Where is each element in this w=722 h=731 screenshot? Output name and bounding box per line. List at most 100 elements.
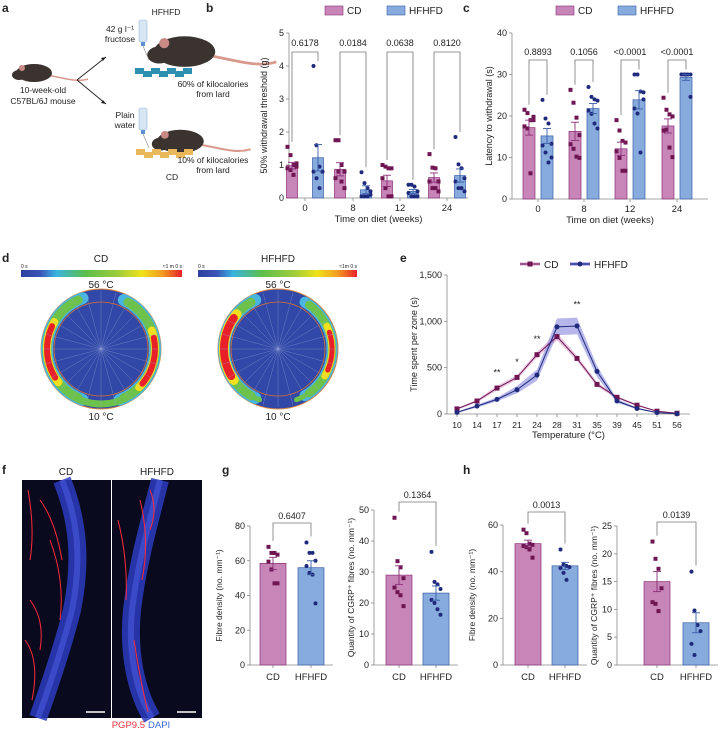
data-point	[435, 582, 440, 587]
colorbar-max-label: ≈1 m 0 s	[163, 264, 183, 270]
data-point	[617, 128, 622, 133]
top-temperature-label: 56 °C	[88, 280, 113, 291]
zone-divider	[100, 307, 143, 350]
chart-c: 0 10 20 30 40 Latency to withdrawal (s) Time o…	[484, 5, 708, 226]
heatmap-title-cd: CD	[94, 254, 108, 265]
data-point	[359, 194, 364, 199]
bar-cd	[643, 581, 671, 666]
bar-cd	[385, 574, 413, 666]
zone-divider	[44, 348, 102, 365]
data-point	[427, 179, 432, 184]
data-point	[638, 150, 643, 155]
data-point	[554, 324, 560, 330]
data-point	[304, 563, 309, 568]
colorbar-cd	[21, 270, 182, 277]
bar-hfhfd	[586, 108, 600, 200]
x-tick-label: 21	[512, 420, 522, 430]
zone-divider	[85, 292, 102, 350]
x-tick-label: 17	[492, 420, 502, 430]
colorbar-min-label: 0 s	[21, 264, 28, 270]
data-point	[294, 164, 299, 169]
significance-mark: **	[533, 334, 541, 344]
data-point	[336, 169, 341, 174]
data-point	[311, 169, 316, 174]
mouse-illustrations	[12, 19, 277, 158]
colorbar-min-label: 0 s	[198, 264, 205, 270]
x-axis-label: Time on diet (weeks)	[566, 215, 654, 226]
data-point	[454, 409, 460, 415]
y-tick-label: 10	[497, 153, 507, 163]
data-point	[561, 562, 566, 567]
data-point	[459, 186, 464, 191]
zone-divider	[236, 307, 279, 350]
heatmap-title-hfhfd: HFHFD	[261, 254, 295, 265]
panel-label-c: c	[463, 1, 470, 15]
bar-hfhfd	[551, 565, 579, 666]
data-point	[641, 97, 646, 102]
y-axis-label: 50% withdrawal threshold (g)	[259, 57, 269, 173]
x-tick-label: 8	[350, 203, 355, 214]
x-tick-label: 12	[395, 203, 406, 214]
data-point	[695, 622, 700, 627]
data-point	[288, 167, 293, 172]
zone-divider	[236, 348, 279, 391]
bar-hfhfd	[422, 592, 450, 666]
x-tick-label: 31	[572, 420, 582, 430]
data-point	[698, 629, 703, 634]
x-tick-label: CD	[521, 672, 535, 683]
y-tick-label: 40	[488, 567, 498, 577]
data-point	[313, 558, 318, 563]
data-point	[456, 186, 461, 191]
x-tick-label: 8	[581, 204, 586, 215]
data-point	[594, 381, 600, 387]
p-value: <0.0001	[661, 47, 694, 57]
data-point	[656, 609, 661, 614]
y-tick-label: 10	[602, 604, 612, 614]
data-point	[574, 355, 580, 361]
data-point	[427, 152, 432, 157]
data-point	[333, 138, 338, 143]
y-tick-label: 40	[497, 28, 507, 38]
x-tick-label: HFHFD	[295, 672, 327, 683]
x-tick-label: 51	[652, 420, 662, 430]
bar-cd	[661, 125, 675, 200]
data-point	[528, 171, 533, 176]
data-point	[436, 179, 441, 184]
zone-divider	[277, 348, 294, 406]
zone-divider	[100, 348, 143, 391]
line-hfhfd	[456, 325, 678, 415]
data-point	[574, 154, 579, 159]
x-tick-label: 24	[532, 420, 542, 430]
zone-divider	[248, 298, 279, 350]
data-point	[285, 144, 290, 149]
data-point	[311, 64, 316, 68]
x-axis-label: Temperature (°C)	[532, 430, 605, 441]
data-point	[574, 323, 580, 329]
y-tick-label: 15	[602, 577, 612, 587]
data-point	[336, 138, 341, 143]
data-point	[285, 166, 290, 171]
stain-label-pgp95: PGP9.5	[112, 720, 145, 731]
hfhfd-group-title: HFHFD	[152, 7, 181, 17]
data-point	[430, 186, 435, 191]
significance-bracket	[528, 59, 548, 105]
line-cd	[456, 335, 678, 414]
y-tick-label: 3	[279, 94, 284, 104]
data-point	[386, 166, 391, 171]
data-point	[462, 176, 467, 181]
zone-divider	[248, 348, 279, 400]
hfhfd-mouse	[147, 36, 277, 67]
data-point	[412, 194, 417, 199]
data-point	[634, 402, 640, 408]
y-tick-label: 0	[502, 194, 507, 204]
mouse-head	[147, 46, 171, 64]
data-point	[586, 84, 591, 89]
data-point	[288, 153, 293, 158]
data-point	[594, 368, 600, 374]
data-point	[586, 108, 591, 113]
p-value: 0.1364	[404, 490, 432, 500]
hfhfd-diet-label-1: 60% of kilocalories	[178, 79, 249, 89]
data-point	[294, 161, 299, 166]
zone-divider	[100, 348, 158, 365]
